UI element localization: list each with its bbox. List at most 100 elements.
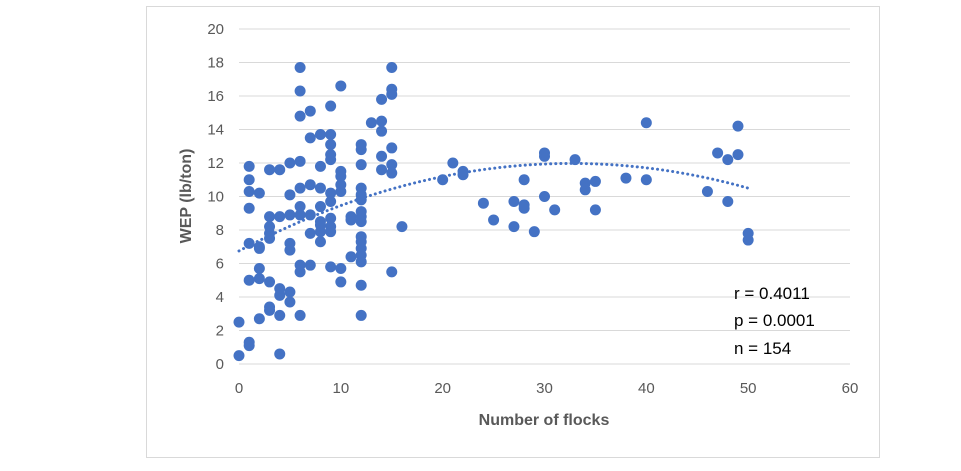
data-point-134 — [640, 174, 652, 186]
data-point-61 — [325, 261, 337, 273]
data-point-4 — [243, 274, 255, 286]
data-point-42 — [294, 182, 306, 194]
data-point-140 — [732, 149, 744, 161]
data-point-40 — [294, 209, 306, 221]
data-point-11 — [253, 273, 265, 285]
data-point-15 — [253, 187, 265, 199]
data-point-100 — [376, 150, 388, 162]
data-point-127 — [549, 204, 561, 216]
x-tick-label-40: 40 — [638, 380, 655, 397]
x-tick-label-60: 60 — [842, 380, 859, 397]
data-point-69 — [325, 139, 337, 151]
data-point-141 — [732, 120, 744, 132]
data-point-78 — [335, 80, 347, 92]
data-point-132 — [589, 175, 601, 187]
data-point-82 — [355, 309, 367, 321]
data-point-64 — [325, 212, 337, 224]
data-point-33 — [284, 237, 296, 249]
data-points — [233, 62, 754, 362]
data-point-75 — [335, 179, 347, 191]
data-point-71 — [325, 100, 337, 112]
data-point-72 — [335, 276, 347, 288]
annotation-p: p = 0.0001 — [734, 311, 815, 330]
x-axis-title: Number of flocks — [479, 412, 610, 429]
data-point-17 — [264, 301, 276, 313]
data-point-34 — [284, 209, 296, 221]
data-point-39 — [294, 259, 306, 271]
trendline — [237, 161, 750, 253]
trendline-path — [237, 161, 750, 253]
x-tick-label-20: 20 — [434, 380, 451, 397]
y-tick-label-0: 0 — [216, 356, 224, 373]
y-tick-label-20: 20 — [207, 21, 224, 38]
data-point-31 — [284, 286, 296, 298]
data-point-123 — [528, 226, 540, 238]
data-point-56 — [314, 216, 326, 228]
data-point-70 — [325, 129, 337, 141]
data-point-68 — [325, 149, 337, 161]
data-point-98 — [365, 117, 377, 129]
data-point-107 — [386, 142, 398, 154]
x-tick-label-50: 50 — [740, 380, 757, 397]
y-tick-label-8: 8 — [216, 222, 224, 239]
data-point-1 — [233, 316, 245, 328]
data-point-35 — [284, 189, 296, 201]
data-point-59 — [314, 160, 326, 172]
data-point-79 — [345, 251, 357, 263]
data-point-51 — [304, 132, 316, 144]
data-point-105 — [386, 167, 398, 179]
data-point-47 — [304, 259, 316, 271]
annotation-r: r = 0.4011 — [734, 284, 810, 303]
data-point-104 — [386, 266, 398, 278]
gridlines — [239, 28, 850, 365]
data-point-136 — [701, 185, 713, 197]
data-point-131 — [589, 204, 601, 216]
data-point-6 — [243, 202, 255, 214]
data-point-117 — [488, 214, 500, 226]
data-point-21 — [264, 221, 276, 233]
data-point-111 — [396, 221, 408, 233]
x-tick-labels: 0 10 20 30 40 50 60 — [235, 380, 859, 397]
data-point-41 — [294, 201, 306, 213]
data-point-122 — [518, 174, 530, 186]
data-point-83 — [355, 279, 367, 291]
data-point-118 — [508, 221, 520, 233]
y-tick-label-6: 6 — [216, 256, 224, 273]
data-point-66 — [325, 187, 337, 199]
data-point-52 — [304, 105, 316, 117]
data-point-116 — [477, 197, 489, 209]
y-tick-label-16: 16 — [207, 88, 224, 105]
x-tick-label-0: 0 — [235, 380, 243, 397]
data-point-112 — [437, 174, 449, 186]
data-point-137 — [712, 147, 724, 159]
data-point-94 — [355, 182, 367, 194]
data-point-139 — [722, 154, 734, 166]
y-tick-label-4: 4 — [216, 289, 224, 306]
annotation-n: n = 154 — [734, 339, 791, 358]
data-point-25 — [274, 309, 286, 321]
data-point-110 — [386, 62, 398, 74]
data-point-121 — [518, 199, 530, 211]
data-point-57 — [314, 201, 326, 213]
data-point-135 — [640, 117, 652, 129]
y-tick-label-14: 14 — [207, 122, 224, 139]
data-point-14 — [253, 241, 265, 253]
data-point-0 — [233, 350, 245, 362]
data-point-101 — [376, 125, 388, 137]
data-point-18 — [264, 276, 276, 288]
x-tick-label-30: 30 — [536, 380, 553, 397]
data-point-99 — [376, 164, 388, 176]
data-point-143 — [742, 227, 754, 239]
data-point-95 — [355, 159, 367, 171]
data-point-88 — [355, 231, 367, 243]
data-point-10 — [253, 313, 265, 325]
y-tick-labels: 0 2 4 6 8 10 12 14 16 18 20 — [207, 21, 224, 373]
data-point-43 — [294, 155, 306, 167]
data-point-73 — [335, 263, 347, 275]
data-point-8 — [243, 174, 255, 186]
data-point-91 — [355, 206, 367, 218]
data-point-58 — [314, 182, 326, 194]
data-point-46 — [294, 62, 306, 74]
data-point-130 — [579, 177, 591, 189]
data-point-113 — [447, 157, 459, 169]
